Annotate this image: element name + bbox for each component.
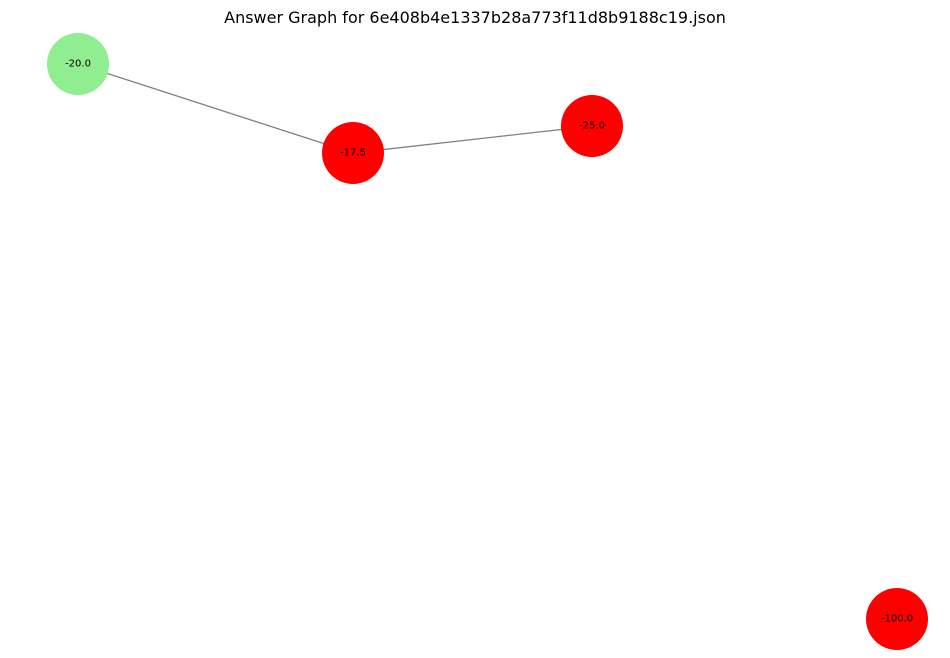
graph-node[interactable]: -25.0 bbox=[561, 95, 623, 157]
node-circle[interactable] bbox=[322, 122, 384, 184]
node-circle[interactable] bbox=[47, 33, 109, 95]
node-label: -25.0 bbox=[579, 121, 605, 132]
graph-node[interactable]: -100.0 bbox=[866, 588, 928, 650]
edge-n1-n2 bbox=[77, 63, 354, 154]
node-circle[interactable] bbox=[561, 95, 623, 157]
graph-node[interactable]: -17.5 bbox=[322, 122, 384, 184]
graph-title: Answer Graph for 6e408b4e1337b28a773f11d… bbox=[224, 8, 726, 27]
edges-layer bbox=[77, 63, 593, 154]
nodes-layer: -20.0 -17.5 -25.0 -100.0 bbox=[47, 33, 928, 650]
node-label: -100.0 bbox=[881, 614, 913, 625]
edge-n2-n3 bbox=[352, 125, 593, 154]
node-label: -17.5 bbox=[340, 148, 366, 159]
graph-node[interactable]: -20.0 bbox=[47, 33, 109, 95]
node-label: -20.0 bbox=[65, 59, 91, 70]
node-circle[interactable] bbox=[866, 588, 928, 650]
